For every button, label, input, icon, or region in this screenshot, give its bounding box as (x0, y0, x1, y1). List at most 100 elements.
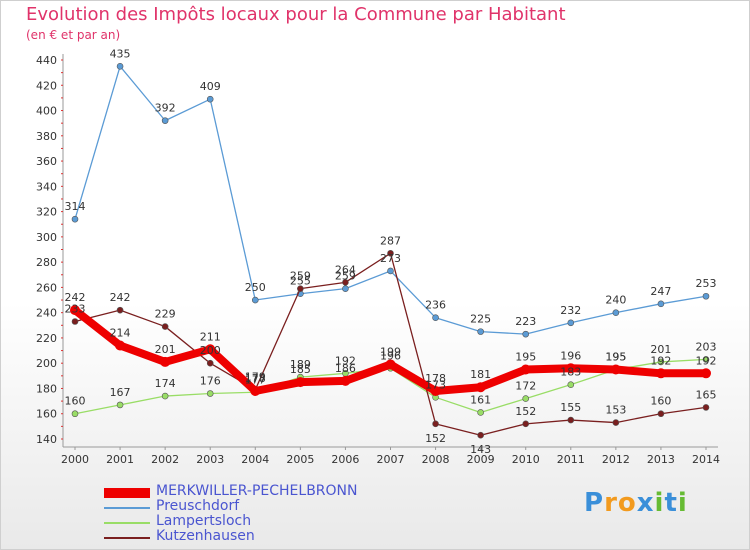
data-label: 172 (515, 380, 536, 393)
data-label: 264 (335, 263, 356, 276)
data-point (520, 364, 531, 375)
data-label: 177 (245, 373, 266, 386)
data-label: 183 (560, 366, 581, 379)
logo-letter: x (636, 488, 655, 518)
y-tick-label: 360 (36, 155, 57, 168)
data-label: 195 (515, 351, 536, 364)
data-label: 195 (605, 351, 626, 364)
chart-subtitle: (en € et par an) (26, 28, 121, 42)
x-tick-label: 2007 (377, 453, 405, 466)
data-label: 223 (515, 315, 536, 328)
x-tick-label: 2014 (692, 453, 720, 466)
data-point (70, 305, 80, 316)
data-label: 236 (425, 299, 446, 312)
data-point (612, 419, 620, 426)
y-minor-tick (61, 375, 63, 377)
x-tick-label: 2003 (196, 453, 224, 466)
legend-label: Lampertsloch (156, 513, 252, 529)
x-tick-label: 2004 (241, 453, 269, 466)
data-label: 199 (380, 345, 401, 358)
y-minor-tick (61, 211, 63, 213)
data-point (251, 296, 259, 304)
y-minor-tick (61, 337, 63, 339)
y-minor-tick (61, 438, 63, 440)
y-minor-tick (61, 350, 63, 352)
y-minor-tick (61, 72, 63, 74)
data-label: 233 (65, 303, 86, 316)
data-label: 165 (696, 388, 717, 401)
data-label: 201 (650, 343, 671, 356)
y-tick-label: 320 (36, 206, 57, 219)
data-point (657, 300, 665, 308)
data-point (340, 375, 351, 386)
y-tick-label: 200 (36, 357, 57, 370)
x-tick-label: 2006 (331, 453, 359, 466)
data-label: 240 (605, 294, 626, 307)
y-minor-tick (61, 387, 63, 389)
y-minor-tick (61, 97, 63, 99)
y-minor-tick (61, 274, 63, 276)
y-tick-label: 180 (36, 382, 57, 395)
y-tick-label: 420 (36, 79, 57, 92)
logo-letter: P (584, 488, 605, 518)
logo-letter: t (664, 488, 678, 518)
y-minor-tick (61, 122, 63, 124)
data-point (160, 356, 171, 367)
data-label: 192 (335, 354, 356, 367)
data-label: 192 (650, 354, 671, 367)
data-point (71, 215, 79, 223)
data-point (297, 285, 304, 292)
y-minor-tick (61, 362, 63, 364)
data-point (567, 319, 575, 327)
data-label: 155 (560, 401, 581, 414)
data-label: 173 (425, 378, 446, 391)
y-minor-tick (61, 59, 63, 61)
x-tick-label: 2008 (422, 453, 450, 466)
x-tick-label: 2005 (286, 453, 314, 466)
data-label: 189 (290, 358, 311, 371)
data-label: 229 (155, 308, 176, 321)
y-minor-tick (61, 160, 63, 162)
x-tick-label: 2010 (512, 453, 540, 466)
data-label: 232 (560, 304, 581, 317)
logo-letter: i (654, 488, 665, 518)
data-label: 181 (470, 368, 491, 381)
y-minor-tick (61, 135, 63, 137)
data-point (342, 279, 349, 286)
data-point (475, 382, 486, 393)
data-point (430, 385, 441, 396)
data-point (161, 117, 169, 124)
data-label: 174 (155, 377, 176, 390)
data-point (522, 420, 530, 428)
data-point (387, 267, 394, 275)
data-label: 247 (650, 285, 671, 298)
y-tick-label: 280 (36, 256, 57, 269)
y-minor-tick (61, 198, 63, 200)
data-label: 153 (605, 404, 626, 417)
data-point (432, 314, 439, 322)
data-point (205, 344, 216, 355)
data-point (702, 404, 710, 411)
y-tick-label: 240 (36, 307, 57, 320)
data-label: 192 (696, 354, 717, 367)
data-point (657, 410, 665, 418)
data-label: 259 (290, 270, 311, 283)
logo-letter: r (604, 488, 618, 518)
data-label: 259 (335, 270, 356, 283)
data-point (477, 328, 484, 335)
data-label: 152 (515, 405, 536, 418)
data-label: 167 (110, 386, 131, 399)
data-point (387, 249, 394, 257)
y-minor-tick (61, 400, 63, 402)
chart-lines (70, 63, 711, 439)
data-point (657, 358, 665, 366)
data-point (567, 416, 575, 424)
data-label: 196 (560, 349, 581, 362)
data-label: 161 (470, 393, 491, 406)
data-point (116, 401, 124, 409)
data-point (206, 390, 214, 397)
legend-label: MERKWILLER-PECHELBRONN (156, 483, 358, 499)
data-label: 253 (696, 277, 717, 290)
data-label: 143 (470, 443, 491, 456)
y-minor-tick (61, 110, 63, 112)
